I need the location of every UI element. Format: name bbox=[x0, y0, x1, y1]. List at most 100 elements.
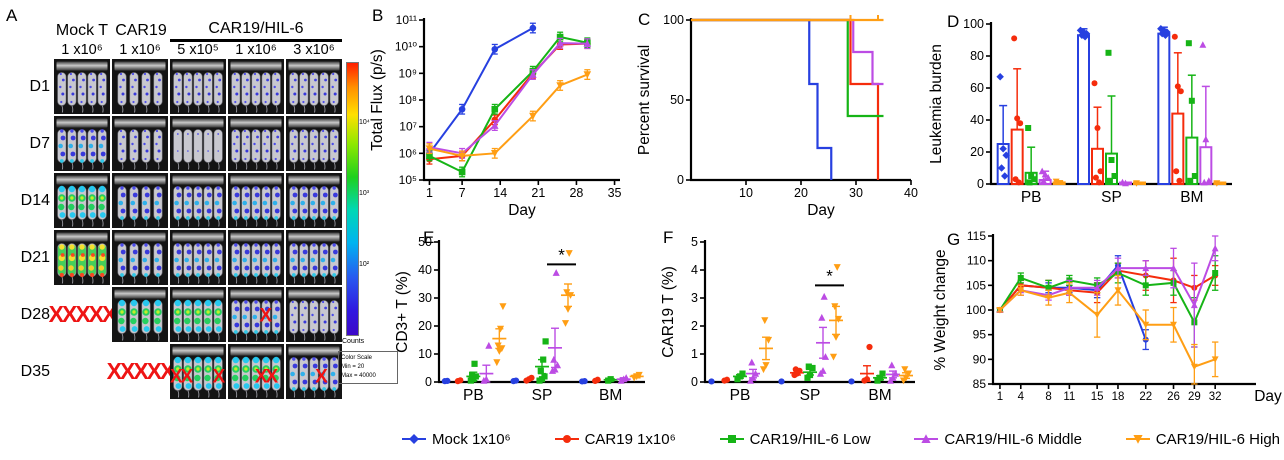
svg-text:14: 14 bbox=[493, 186, 507, 200]
svg-text:100: 100 bbox=[966, 303, 986, 317]
figure-legend: Mock 1x10⁶ CAR19 1x10⁶ CAR19/HIL-6 Low CAR1… bbox=[400, 424, 1280, 454]
svg-text:SP: SP bbox=[800, 387, 821, 404]
color-scale-box: Color Scale Min = 20 Max = 40000 bbox=[338, 351, 398, 384]
svg-text:0: 0 bbox=[691, 375, 698, 389]
svg-text:50: 50 bbox=[670, 93, 684, 107]
panel-g-letter: G bbox=[947, 230, 961, 249]
legend-marker-middle-icon bbox=[914, 434, 939, 443]
svg-text:60: 60 bbox=[970, 81, 984, 95]
svg-text:10¹¹: 10¹¹ bbox=[396, 13, 417, 27]
svg-text:30: 30 bbox=[418, 291, 432, 305]
row-label-d14: D14 bbox=[20, 192, 50, 209]
svg-text:0: 0 bbox=[977, 177, 984, 191]
row-label-d21: D21 bbox=[20, 249, 50, 266]
legend-label-low: CAR19/HIL-6 Low bbox=[749, 430, 871, 448]
svg-text:10: 10 bbox=[418, 347, 432, 361]
svg-text:10⁹: 10⁹ bbox=[399, 66, 418, 80]
row-label-d7: D7 bbox=[29, 135, 50, 152]
svg-text:20: 20 bbox=[970, 145, 984, 159]
svg-text:SP: SP bbox=[532, 387, 553, 404]
svg-text:BM: BM bbox=[868, 387, 891, 404]
svg-text:110: 110 bbox=[967, 254, 986, 268]
svg-text:20: 20 bbox=[418, 319, 432, 333]
svg-text:PB: PB bbox=[1021, 189, 1042, 206]
mouse-image-cell-d7-col4 bbox=[228, 116, 284, 171]
legend-item-mock: Mock 1x10⁶ bbox=[400, 431, 511, 448]
color-scale-max: Max = 40000 bbox=[341, 373, 376, 379]
svg-text:Percent survival: Percent survival bbox=[636, 45, 653, 155]
mouse-image-cell-d1-col5 bbox=[286, 59, 342, 114]
panel-c-letter: C bbox=[638, 10, 651, 29]
mouse-image-cell-d28-col2 bbox=[112, 287, 168, 342]
legend-item-car19: CAR19 1x10⁶ bbox=[553, 431, 676, 448]
panel-f-car19-t: F 0 1 2 3 4 5 PB SP BM CAR19 T (%) * bbox=[659, 224, 929, 424]
group-label-mock-t: Mock T bbox=[55, 22, 109, 39]
group-label-car19-hil6: CAR19/HIL-6 bbox=[170, 20, 342, 42]
svg-text:95: 95 bbox=[973, 328, 987, 342]
total-flux-chart: 10⁵ 10⁶ 10⁷ 10⁸ 10⁹ 10¹⁰ 10¹¹ 1 7 14 21 28 35 Day Tota… bbox=[369, 13, 622, 219]
dead-x-overlay: X bbox=[315, 366, 328, 388]
mouse-image-cell-d28-col4: X bbox=[228, 287, 284, 342]
panel-a-letter: A bbox=[6, 6, 18, 25]
mouse-image-cell-d1-col2 bbox=[112, 59, 168, 114]
panel-d-leukemia-burden: D 0 20 40 60 80 100 PB SP BM Leukemia burden bbox=[925, 6, 1284, 222]
panel-c-survival: C 0 50 100 10 20 30 40 Day Percent survival bbox=[633, 6, 925, 220]
mouse-image-cell-d21-col5 bbox=[286, 230, 342, 285]
mouse-image-cell-d35-col4: XX bbox=[228, 344, 284, 399]
svg-text:PB: PB bbox=[730, 387, 751, 404]
svg-text:40: 40 bbox=[970, 113, 984, 127]
colorbar-tick-1e4: 10⁴ bbox=[359, 119, 370, 126]
cd3-t-chart: 0 10 20 30 40 50 PB SP BM CD3+ T (%) * bbox=[394, 235, 645, 404]
mouse-image-cell-d14-col4 bbox=[228, 173, 284, 228]
mouse-image-cell-d35-col5: X bbox=[286, 344, 342, 399]
dose-label-2: 1 x10⁶ bbox=[119, 42, 161, 58]
mouse-image-cell-d7-col5 bbox=[286, 116, 342, 171]
legend-label-middle: CAR19/HIL-6 Middle bbox=[944, 430, 1082, 448]
survival-chart: 0 50 100 10 20 30 40 Day Percent survival bbox=[636, 13, 918, 219]
svg-text:20: 20 bbox=[794, 186, 808, 200]
svg-text:80: 80 bbox=[970, 49, 984, 63]
leukemia-burden-chart: 0 20 40 60 80 100 PB SP BM Leukemia burden bbox=[928, 17, 1232, 206]
colorbar-unit: Counts bbox=[342, 338, 365, 345]
mouse-image-cell-d35-col1 bbox=[54, 344, 110, 399]
svg-text:18: 18 bbox=[1112, 391, 1125, 403]
svg-text:8: 8 bbox=[1045, 391, 1051, 403]
svg-text:90: 90 bbox=[973, 352, 987, 366]
legend-marker-low-icon bbox=[719, 435, 744, 443]
mouse-image-cell-d14-col2 bbox=[112, 173, 168, 228]
dose-label-1: 1 x10⁶ bbox=[61, 42, 103, 58]
dose-label-5: 3 x10⁶ bbox=[293, 42, 335, 58]
svg-text:Day: Day bbox=[508, 202, 536, 219]
mouse-image-cell-d1-col1 bbox=[54, 59, 110, 114]
mouse-image-cell-d28-col5 bbox=[286, 287, 342, 342]
legend-label-car19: CAR19 1x10⁶ bbox=[584, 430, 676, 448]
svg-text:100: 100 bbox=[663, 13, 684, 27]
dead-marker-d35-col2: XXXXX bbox=[107, 344, 175, 399]
mouse-image-grid: D1 D7 D14 D21 D28 XXXXX X D35 XXXXX XX X XX X bbox=[2, 2, 394, 422]
svg-text:29: 29 bbox=[1188, 391, 1201, 403]
svg-text:*: * bbox=[558, 245, 565, 264]
row-label-d1: D1 bbox=[29, 78, 50, 95]
legend-marker-car19-icon bbox=[554, 435, 579, 443]
svg-text:100: 100 bbox=[963, 17, 984, 31]
legend-label-high: CAR19/HIL-6 High bbox=[1155, 430, 1280, 448]
svg-text:10⁵: 10⁵ bbox=[399, 173, 417, 187]
legend-marker-mock-icon bbox=[402, 434, 426, 444]
svg-text:26: 26 bbox=[1167, 391, 1180, 403]
svg-text:10⁷: 10⁷ bbox=[399, 120, 417, 134]
svg-text:BM: BM bbox=[1180, 189, 1203, 206]
legend-label-mock: Mock 1x10⁶ bbox=[432, 430, 511, 448]
svg-text:Day: Day bbox=[807, 202, 835, 219]
mouse-image-cell-d28-col3 bbox=[170, 287, 226, 342]
panel-d-letter: D bbox=[947, 12, 960, 31]
svg-text:40: 40 bbox=[418, 263, 432, 277]
mouse-image-cell-d21-col4 bbox=[228, 230, 284, 285]
svg-text:35: 35 bbox=[608, 186, 622, 200]
svg-text:0: 0 bbox=[425, 375, 432, 389]
colorbar-tick-1e2: 10² bbox=[359, 261, 370, 268]
svg-text:1: 1 bbox=[426, 186, 433, 200]
panel-e-letter: E bbox=[423, 228, 435, 247]
svg-text:4: 4 bbox=[691, 263, 698, 277]
legend-item-middle: CAR19/HIL-6 Middle bbox=[912, 431, 1082, 448]
